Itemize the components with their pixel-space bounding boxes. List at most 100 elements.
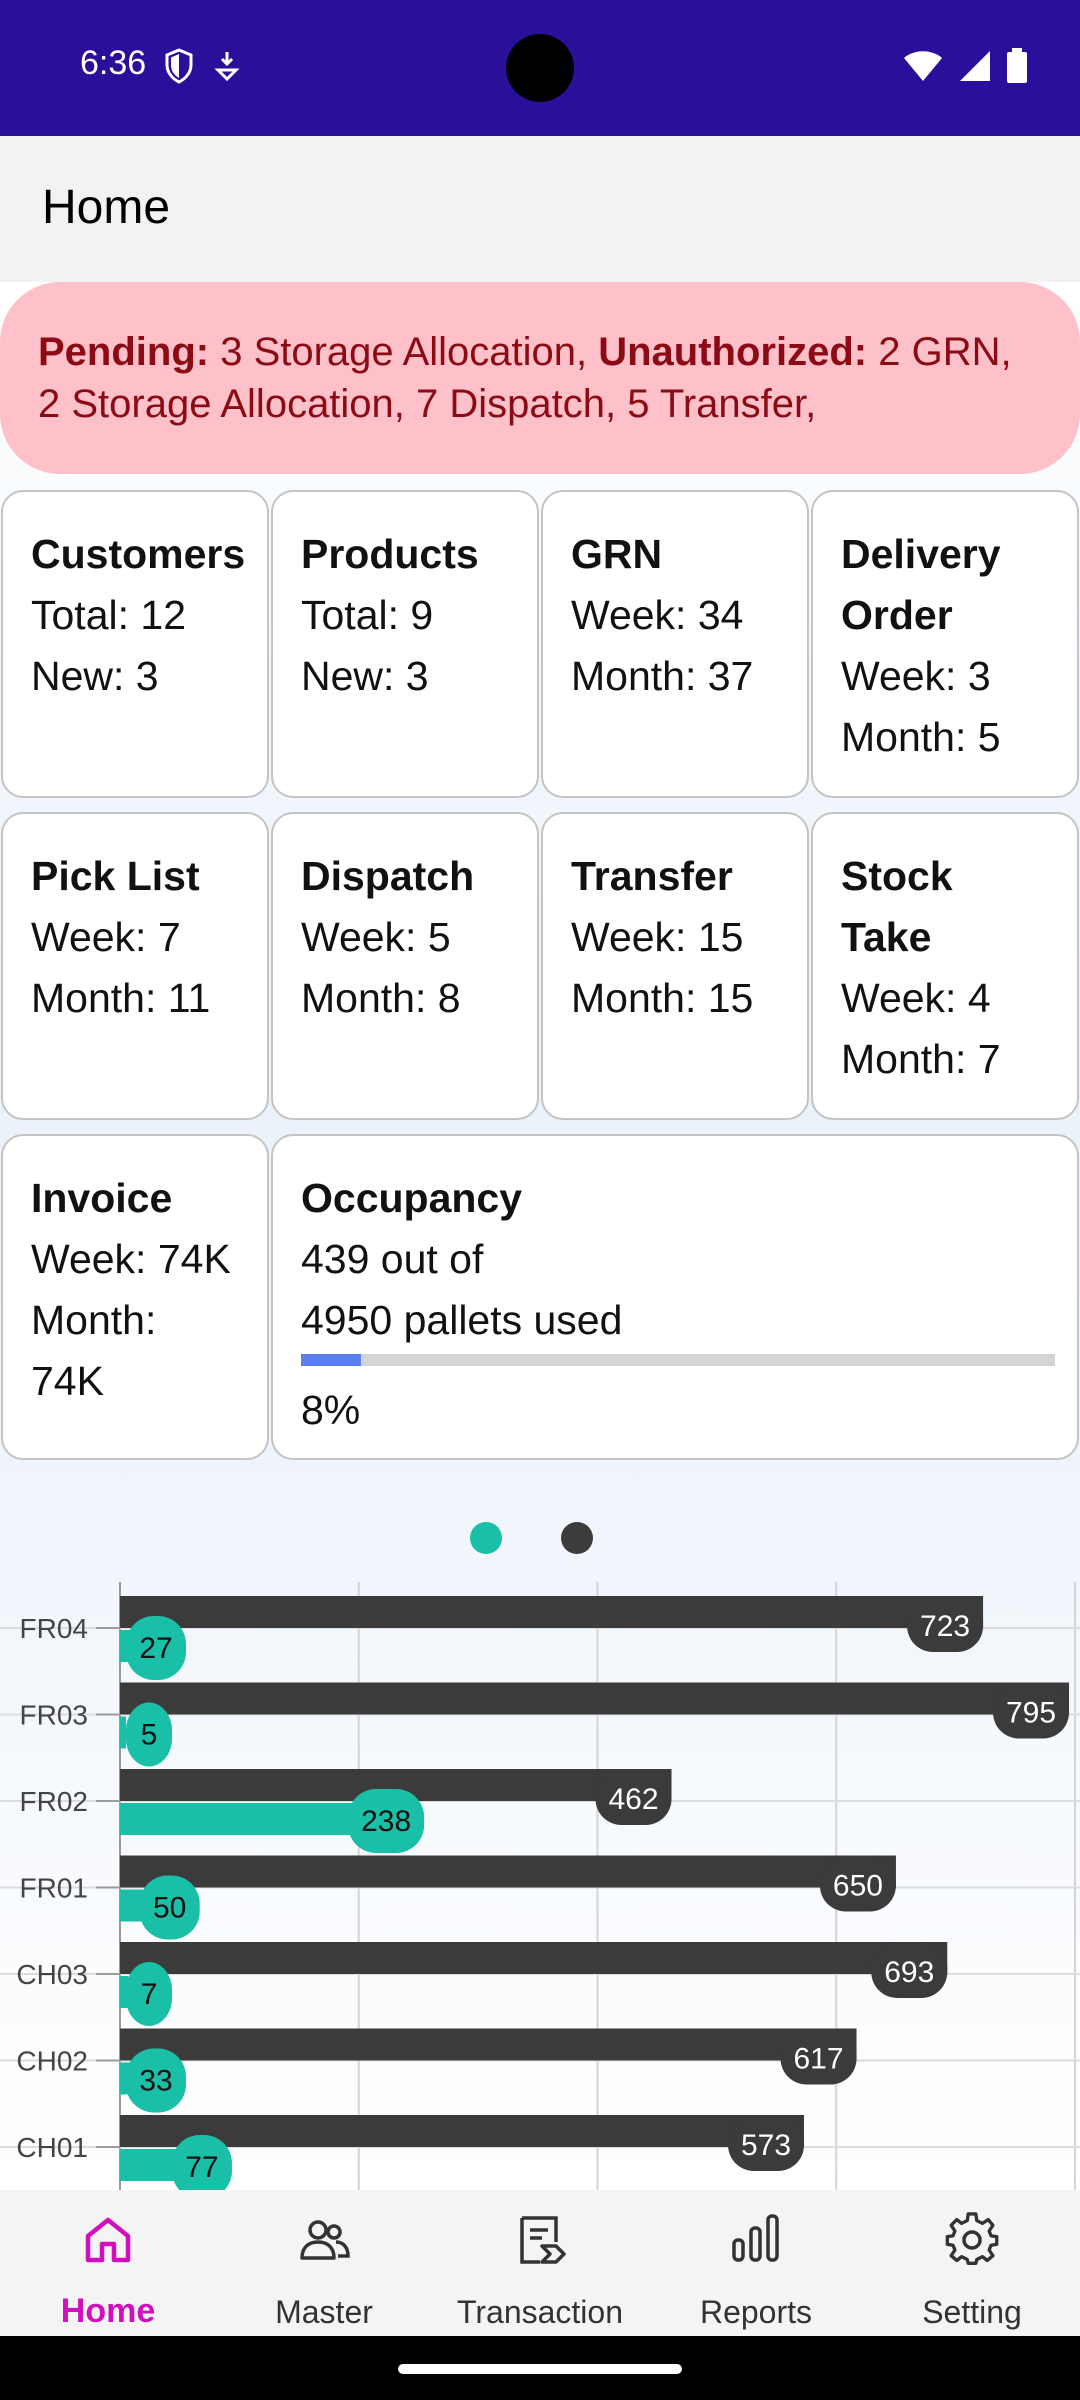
data-label-bubble-series-2 <box>126 1616 186 1680</box>
bar-series-2 <box>120 1716 126 1749</box>
data-label-bubble-series-2 <box>171 2135 232 2190</box>
bar-series-1 <box>120 2115 805 2147</box>
data-label-bubble-series-1 <box>595 1769 672 1825</box>
card-line-month: Month: 15 <box>571 975 754 1021</box>
bar-series-2 <box>120 1976 129 2008</box>
card-title: GRN <box>571 531 663 577</box>
card-title: Products <box>301 531 479 577</box>
nav-label-home: Home <box>60 2292 156 2330</box>
card-line-week: Week: 3 <box>841 653 991 699</box>
card-line-new: New: 3 <box>301 653 429 699</box>
nav-item-transaction[interactable]: Transaction <box>432 2190 648 2336</box>
products-card[interactable]: Products Total: 9 New: 3 <box>271 490 539 798</box>
data-label-series-2: 77 <box>185 2151 218 2184</box>
data-label-series-1: 462 <box>608 1783 658 1816</box>
card-line-month: Month: 37 <box>571 653 754 699</box>
home-gesture-handle[interactable] <box>398 2364 682 2374</box>
nav-item-master[interactable]: Master <box>216 2190 432 2336</box>
card-title: Occupancy <box>301 1175 523 1221</box>
page-dot-1[interactable] <box>470 1522 502 1554</box>
data-label-series-2: 50 <box>153 1892 186 1925</box>
data-transfer-icon <box>214 52 240 82</box>
bar-series-1 <box>120 1942 948 1974</box>
battery-icon <box>1007 48 1027 83</box>
nav-item-setting[interactable]: Setting <box>864 2190 1080 2336</box>
card-title: Invoice <box>31 1175 173 1221</box>
card-line-week: Week: 74K <box>31 1236 231 1282</box>
card-line-week: Week: 34 <box>571 592 744 638</box>
card-title: Delivery Order <box>841 531 1001 638</box>
stock-take-card[interactable]: Stock Take Week: 4 Month: 7 <box>811 812 1079 1120</box>
category-label: FR02 <box>20 1786 88 1817</box>
nav-item-reports[interactable]: Reports <box>648 2190 864 2336</box>
card-line-total: Total: 12 <box>31 592 186 638</box>
occupancy-total: 4950 pallets used <box>301 1297 623 1343</box>
card-line-month: Month: 74K <box>31 1297 157 1404</box>
occupancy-card[interactable]: Occupancy 439 out of 4950 pallets used 8… <box>271 1134 1079 1460</box>
card-line-week: Week: 5 <box>301 914 451 960</box>
pending-label: Pending: <box>38 330 210 374</box>
occupancy-count: 439 out of <box>301 1236 484 1282</box>
transfer-card[interactable]: Transfer Week: 15 Month: 15 <box>541 812 809 1120</box>
bar-series-1 <box>120 1596 984 1628</box>
delivery-order-card[interactable]: Delivery Order Week: 3 Month: 5 <box>811 490 1079 798</box>
pick-list-card[interactable]: Pick List Week: 7 Month: 11 <box>1 812 269 1120</box>
data-label-series-1: 650 <box>833 1870 883 1903</box>
data-label-bubble-series-1 <box>819 1855 896 1912</box>
bottom-navigation: Home Master Transaction Reports Setting <box>0 2190 1080 2336</box>
shield-icon <box>165 48 193 84</box>
data-label-bubble-series-2 <box>126 1962 172 2026</box>
card-line-week: Week: 4 <box>841 975 991 1021</box>
customers-card[interactable]: Customers Total: 12 New: 3 <box>1 490 269 798</box>
data-label-series-1: 723 <box>920 1610 970 1643</box>
bar-series-1 <box>120 2028 857 2061</box>
data-label-bubble-series-1 <box>907 1596 984 1652</box>
status-bar: 6:36 <box>0 0 1080 136</box>
occupancy-progress-bar <box>301 1354 1055 1366</box>
nav-item-home[interactable]: Home <box>0 2190 216 2336</box>
data-label-series-2: 238 <box>361 1805 411 1838</box>
occupancy-percent: 8% <box>301 1387 361 1433</box>
data-label-series-1: 795 <box>1006 1697 1056 1730</box>
nav-label-reports: Reports <box>699 2294 813 2330</box>
card-title: Transfer <box>571 853 733 899</box>
invoice-card[interactable]: Invoice Week: 74K Month: 74K <box>1 1134 269 1460</box>
unauthorized-text: 2 GRN, 2 Storage Allocation, 7 Dispatch,… <box>38 330 1012 426</box>
page-indicator <box>0 1522 1080 1562</box>
gear-icon <box>945 2212 999 2265</box>
unauthorized-label: Unauthorized: <box>598 330 868 374</box>
home-icon <box>85 2217 131 2263</box>
status-right-icons <box>902 48 1028 84</box>
nav-label-master: Master <box>275 2294 373 2330</box>
card-line-month: Month: 7 <box>841 1036 1001 1082</box>
card-title: Pick List <box>31 853 200 899</box>
dispatch-card[interactable]: Dispatch Week: 5 Month: 8 <box>271 812 539 1120</box>
page-dot-2[interactable] <box>561 1522 593 1554</box>
bar-series-1 <box>120 1855 896 1888</box>
data-label-bubble-series-2 <box>126 2048 186 2113</box>
card-line-week: Week: 15 <box>571 914 744 960</box>
dashboard-content[interactable]: Pending: 3 Storage Allocation, Unauthori… <box>0 282 1080 2190</box>
data-label-bubble-series-1 <box>780 2028 857 2085</box>
data-label-series-2: 7 <box>141 1978 158 2011</box>
category-label: FR03 <box>20 1700 88 1731</box>
category-label: CH01 <box>16 2132 88 2163</box>
grn-card[interactable]: GRN Week: 34 Month: 37 <box>541 490 809 798</box>
bar-series-1 <box>120 1682 1070 1715</box>
card-title: Dispatch <box>301 853 475 899</box>
card-line-new: New: 3 <box>31 653 159 699</box>
card-line-month: Month: 8 <box>301 975 461 1021</box>
data-label-bubble-series-2 <box>126 1702 172 1767</box>
nav-label-setting: Setting <box>922 2294 1022 2330</box>
pending-text: 3 Storage Allocation, <box>209 330 599 374</box>
gesture-bar <box>0 2336 1080 2400</box>
card-line-week: Week: 7 <box>31 914 181 960</box>
data-label-series-1: 693 <box>884 1956 934 1989</box>
pending-banner[interactable]: Pending: 3 Storage Allocation, Unauthori… <box>0 282 1080 474</box>
data-label-series-2: 33 <box>139 2065 172 2098</box>
occupancy-progress-fill <box>301 1354 362 1366</box>
data-label-series-1: 617 <box>794 2043 844 2076</box>
status-left-icons <box>164 48 240 84</box>
data-label-bubble-series-1 <box>871 1942 948 1998</box>
nav-label-transaction: Transaction <box>457 2294 623 2330</box>
